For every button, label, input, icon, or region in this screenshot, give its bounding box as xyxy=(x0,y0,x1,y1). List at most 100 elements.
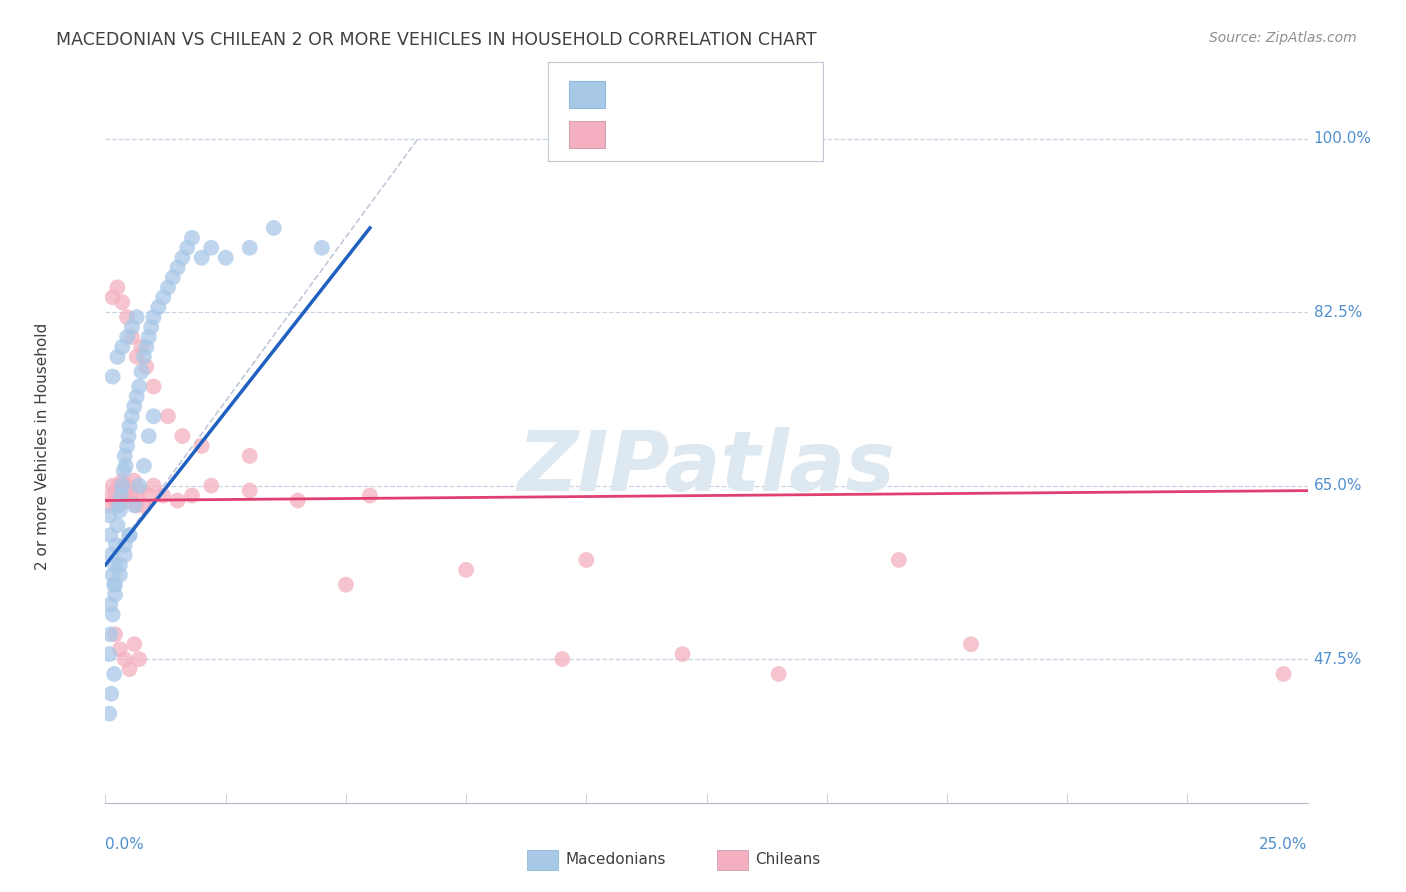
Point xyxy=(105,538,128,552)
Point xyxy=(98,508,121,523)
Point xyxy=(108,499,131,513)
Text: Chileans: Chileans xyxy=(755,853,820,867)
Point xyxy=(359,489,381,503)
Point xyxy=(107,350,129,364)
Point xyxy=(138,330,160,344)
Point xyxy=(104,558,127,572)
Point xyxy=(125,499,148,513)
Point xyxy=(200,478,222,492)
Point xyxy=(575,553,598,567)
Point xyxy=(239,449,262,463)
Point xyxy=(135,340,157,354)
Point xyxy=(214,251,236,265)
Point xyxy=(142,310,165,325)
Point xyxy=(551,652,574,666)
Point xyxy=(124,474,146,488)
Point xyxy=(114,538,136,552)
Point xyxy=(156,409,179,424)
Point xyxy=(960,637,983,651)
Point xyxy=(1272,667,1295,681)
Point xyxy=(104,578,127,592)
Point xyxy=(124,499,146,513)
Point xyxy=(114,548,136,562)
Point xyxy=(138,489,160,503)
Text: 55: 55 xyxy=(762,125,785,143)
Point xyxy=(132,499,155,513)
Point xyxy=(142,379,165,393)
Point xyxy=(98,528,121,542)
Text: Source: ZipAtlas.com: Source: ZipAtlas.com xyxy=(1209,31,1357,45)
Point xyxy=(100,489,122,503)
Point xyxy=(128,483,150,498)
Point xyxy=(142,409,165,424)
Point xyxy=(335,578,357,592)
Point xyxy=(128,379,150,393)
Point xyxy=(172,429,194,443)
Point xyxy=(190,439,212,453)
Text: N =: N = xyxy=(721,85,758,103)
Point xyxy=(101,567,124,582)
Point xyxy=(100,548,122,562)
Point xyxy=(142,478,165,492)
Point xyxy=(152,290,174,304)
Text: R =: R = xyxy=(614,125,651,143)
Point xyxy=(124,400,146,414)
Text: 0.009: 0.009 xyxy=(657,125,709,143)
Point xyxy=(239,241,262,255)
Point xyxy=(124,637,146,651)
Point xyxy=(98,598,121,612)
Point xyxy=(114,458,136,473)
Point xyxy=(118,419,141,434)
Point xyxy=(166,260,188,275)
Text: ZIPatlas: ZIPatlas xyxy=(517,427,896,508)
Text: 47.5%: 47.5% xyxy=(1313,651,1362,666)
Point xyxy=(239,483,262,498)
Point xyxy=(118,528,141,542)
Point xyxy=(121,409,143,424)
Point xyxy=(121,320,143,334)
Point xyxy=(101,369,124,384)
Point xyxy=(121,489,143,503)
Point xyxy=(172,251,194,265)
Text: Macedonians: Macedonians xyxy=(565,853,665,867)
Text: 82.5%: 82.5% xyxy=(1313,305,1362,319)
Text: 0.559: 0.559 xyxy=(657,85,709,103)
Point xyxy=(107,280,129,294)
Point xyxy=(108,558,131,572)
Point xyxy=(110,489,132,503)
Point xyxy=(118,493,141,508)
Text: 0.0%: 0.0% xyxy=(105,838,145,853)
Point xyxy=(156,280,179,294)
Point xyxy=(768,667,790,681)
Point xyxy=(118,662,141,676)
Point xyxy=(125,389,148,403)
Point xyxy=(98,627,121,641)
Point xyxy=(671,647,693,661)
Point xyxy=(311,241,333,255)
Point xyxy=(108,567,131,582)
Point xyxy=(115,310,138,325)
Point xyxy=(98,706,121,721)
Text: N =: N = xyxy=(721,125,758,143)
Point xyxy=(131,340,153,354)
Point xyxy=(105,483,128,498)
Point xyxy=(200,241,222,255)
Point xyxy=(115,439,138,453)
Text: MACEDONIAN VS CHILEAN 2 OR MORE VEHICLES IN HOUSEHOLD CORRELATION CHART: MACEDONIAN VS CHILEAN 2 OR MORE VEHICLES… xyxy=(56,31,817,49)
Point xyxy=(132,458,155,473)
Point xyxy=(263,221,285,235)
Point xyxy=(139,320,162,334)
Point xyxy=(112,493,135,508)
Point xyxy=(148,300,170,314)
Point xyxy=(100,687,122,701)
Point xyxy=(138,429,160,443)
Point xyxy=(103,493,125,508)
Point xyxy=(114,652,136,666)
Point xyxy=(176,241,198,255)
Text: 100.0%: 100.0% xyxy=(1313,131,1372,146)
Point xyxy=(128,478,150,492)
Point xyxy=(114,489,136,503)
Point xyxy=(101,607,124,622)
Point xyxy=(181,231,204,245)
Point xyxy=(887,553,910,567)
